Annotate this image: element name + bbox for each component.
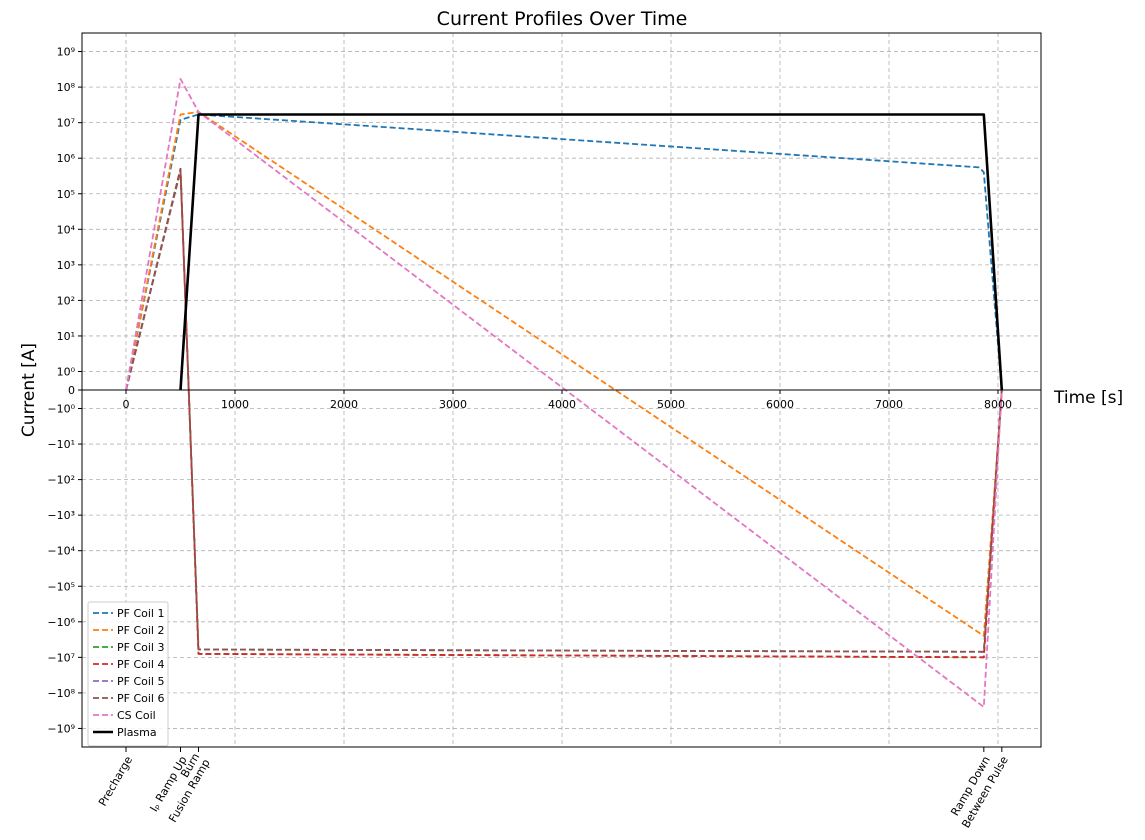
legend-entry: PF Coil 2 — [117, 624, 164, 637]
y-tick-label: −10⁶ — [47, 616, 75, 629]
series-lines — [125, 78, 1004, 708]
y-tick-label: −10¹ — [47, 438, 75, 451]
series-line-pf-coil-6 — [125, 169, 1003, 653]
y-tick-label: −10⁵ — [47, 580, 75, 593]
chart-title: Current Profiles Over Time — [437, 8, 688, 30]
y-axis-label: Current [A] — [19, 343, 39, 437]
y-tick-label: 10¹ — [57, 330, 75, 343]
legend-entry: PF Coil 4 — [117, 658, 164, 671]
series-line-plasma — [179, 113, 1004, 391]
phase-tick-group: Precharge — [96, 754, 135, 809]
y-tick-label: 10³ — [57, 259, 75, 272]
y-tick-label: 10⁰ — [57, 366, 76, 379]
x-tick-label: 7000 — [875, 398, 903, 411]
y-tick-label: −10³ — [47, 509, 75, 522]
phase-tick-label: Precharge — [96, 754, 135, 809]
series-line-cs-coil — [125, 78, 1003, 708]
series-line-pf-coil-4 — [125, 167, 1003, 659]
y-tick-label: −10⁹ — [47, 722, 75, 735]
y-tick-label: −10⁰ — [47, 403, 75, 416]
legend-entry: PF Coil 6 — [117, 692, 164, 705]
y-tick-label: 10⁹ — [57, 46, 75, 59]
x-tick-label: 0 — [123, 398, 130, 411]
legend: PF Coil 1 PF Coil 2 PF Coil 3 PF Coil 4 PF C… — [87, 601, 169, 747]
y-tick-label: −10⁴ — [47, 545, 75, 558]
legend-entry: PF Coil 5 — [117, 675, 164, 688]
y-tick-label: −10² — [47, 474, 75, 487]
y-tick-label: 10² — [57, 294, 75, 307]
series-line-pf-coil-5 — [125, 169, 1003, 653]
y-tick-label: 10⁶ — [57, 152, 76, 165]
legend-entry: PF Coil 1 — [117, 607, 164, 620]
x-tick-label: 5000 — [657, 398, 685, 411]
grid — [82, 33, 1041, 747]
x-axis-label: Time [s] — [1053, 388, 1123, 408]
y-tick-label: 10⁵ — [57, 188, 75, 201]
x-tick-label: 4000 — [548, 398, 576, 411]
legend-entry: Plasma — [117, 726, 157, 739]
y-tick-label: −10⁸ — [47, 687, 75, 700]
y-tick-label: 10⁴ — [57, 223, 76, 236]
x-tick-label: 3000 — [439, 398, 467, 411]
legend-box — [87, 601, 169, 747]
series-line-pf-coil-3 — [125, 167, 1003, 659]
series-line-pf-coil-2 — [125, 111, 1003, 637]
x-tick-label: 6000 — [766, 398, 794, 411]
y-tick-label: −10⁷ — [47, 651, 75, 664]
x-tick-label: 8000 — [984, 398, 1012, 411]
legend-entry: CS Coil — [117, 709, 156, 722]
y-tick-label: 0 — [68, 384, 75, 397]
x-tick-label: 2000 — [330, 398, 358, 411]
legend-entry: PF Coil 3 — [117, 641, 164, 654]
x-tick-label: 1000 — [221, 398, 249, 411]
y-tick-label: 10⁷ — [57, 117, 75, 130]
y-tick-label: 10⁸ — [57, 81, 76, 94]
